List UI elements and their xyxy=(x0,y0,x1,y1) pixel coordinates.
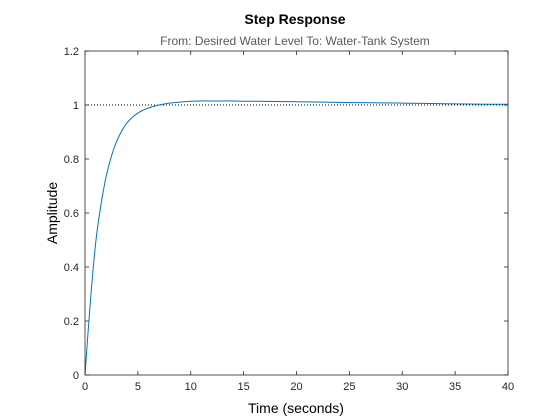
axis-ticks: 0 5 10 15 20 25 30 35 40 0 0.2 0.4 0.6 0.8 1 1.2 xyxy=(64,46,514,393)
x-axis-label: Time (seconds) xyxy=(248,400,344,416)
x-tick-label: 35 xyxy=(449,381,461,393)
x-tick-label: 5 xyxy=(135,381,141,393)
x-tick-label: 25 xyxy=(343,381,355,393)
y-tick-label: 0 xyxy=(73,370,79,382)
y-tick-label: 0.4 xyxy=(64,262,79,274)
x-tick-label: 30 xyxy=(396,381,408,393)
x-tick-label: 10 xyxy=(185,381,197,393)
y-tick-label: 0.6 xyxy=(64,208,79,220)
y-axis-label: Amplitude xyxy=(44,182,60,244)
plot-area xyxy=(85,51,508,375)
x-tick-label: 20 xyxy=(290,381,302,393)
series-line xyxy=(84,100,509,376)
x-tick-label: 0 xyxy=(82,381,88,393)
y-tick-label: 1 xyxy=(73,100,79,112)
y-tick-label: 0.2 xyxy=(64,316,79,328)
y-tick-label: 0.8 xyxy=(64,154,79,166)
plot-frame xyxy=(84,50,509,376)
y-tick-label: 1.2 xyxy=(64,46,79,58)
chart-subtitle: From: Desired Water Level To: Water-Tank… xyxy=(160,34,430,48)
x-tick-label: 15 xyxy=(238,381,250,393)
x-tick-label: 40 xyxy=(502,381,514,393)
chart-title: Step Response xyxy=(244,11,345,27)
